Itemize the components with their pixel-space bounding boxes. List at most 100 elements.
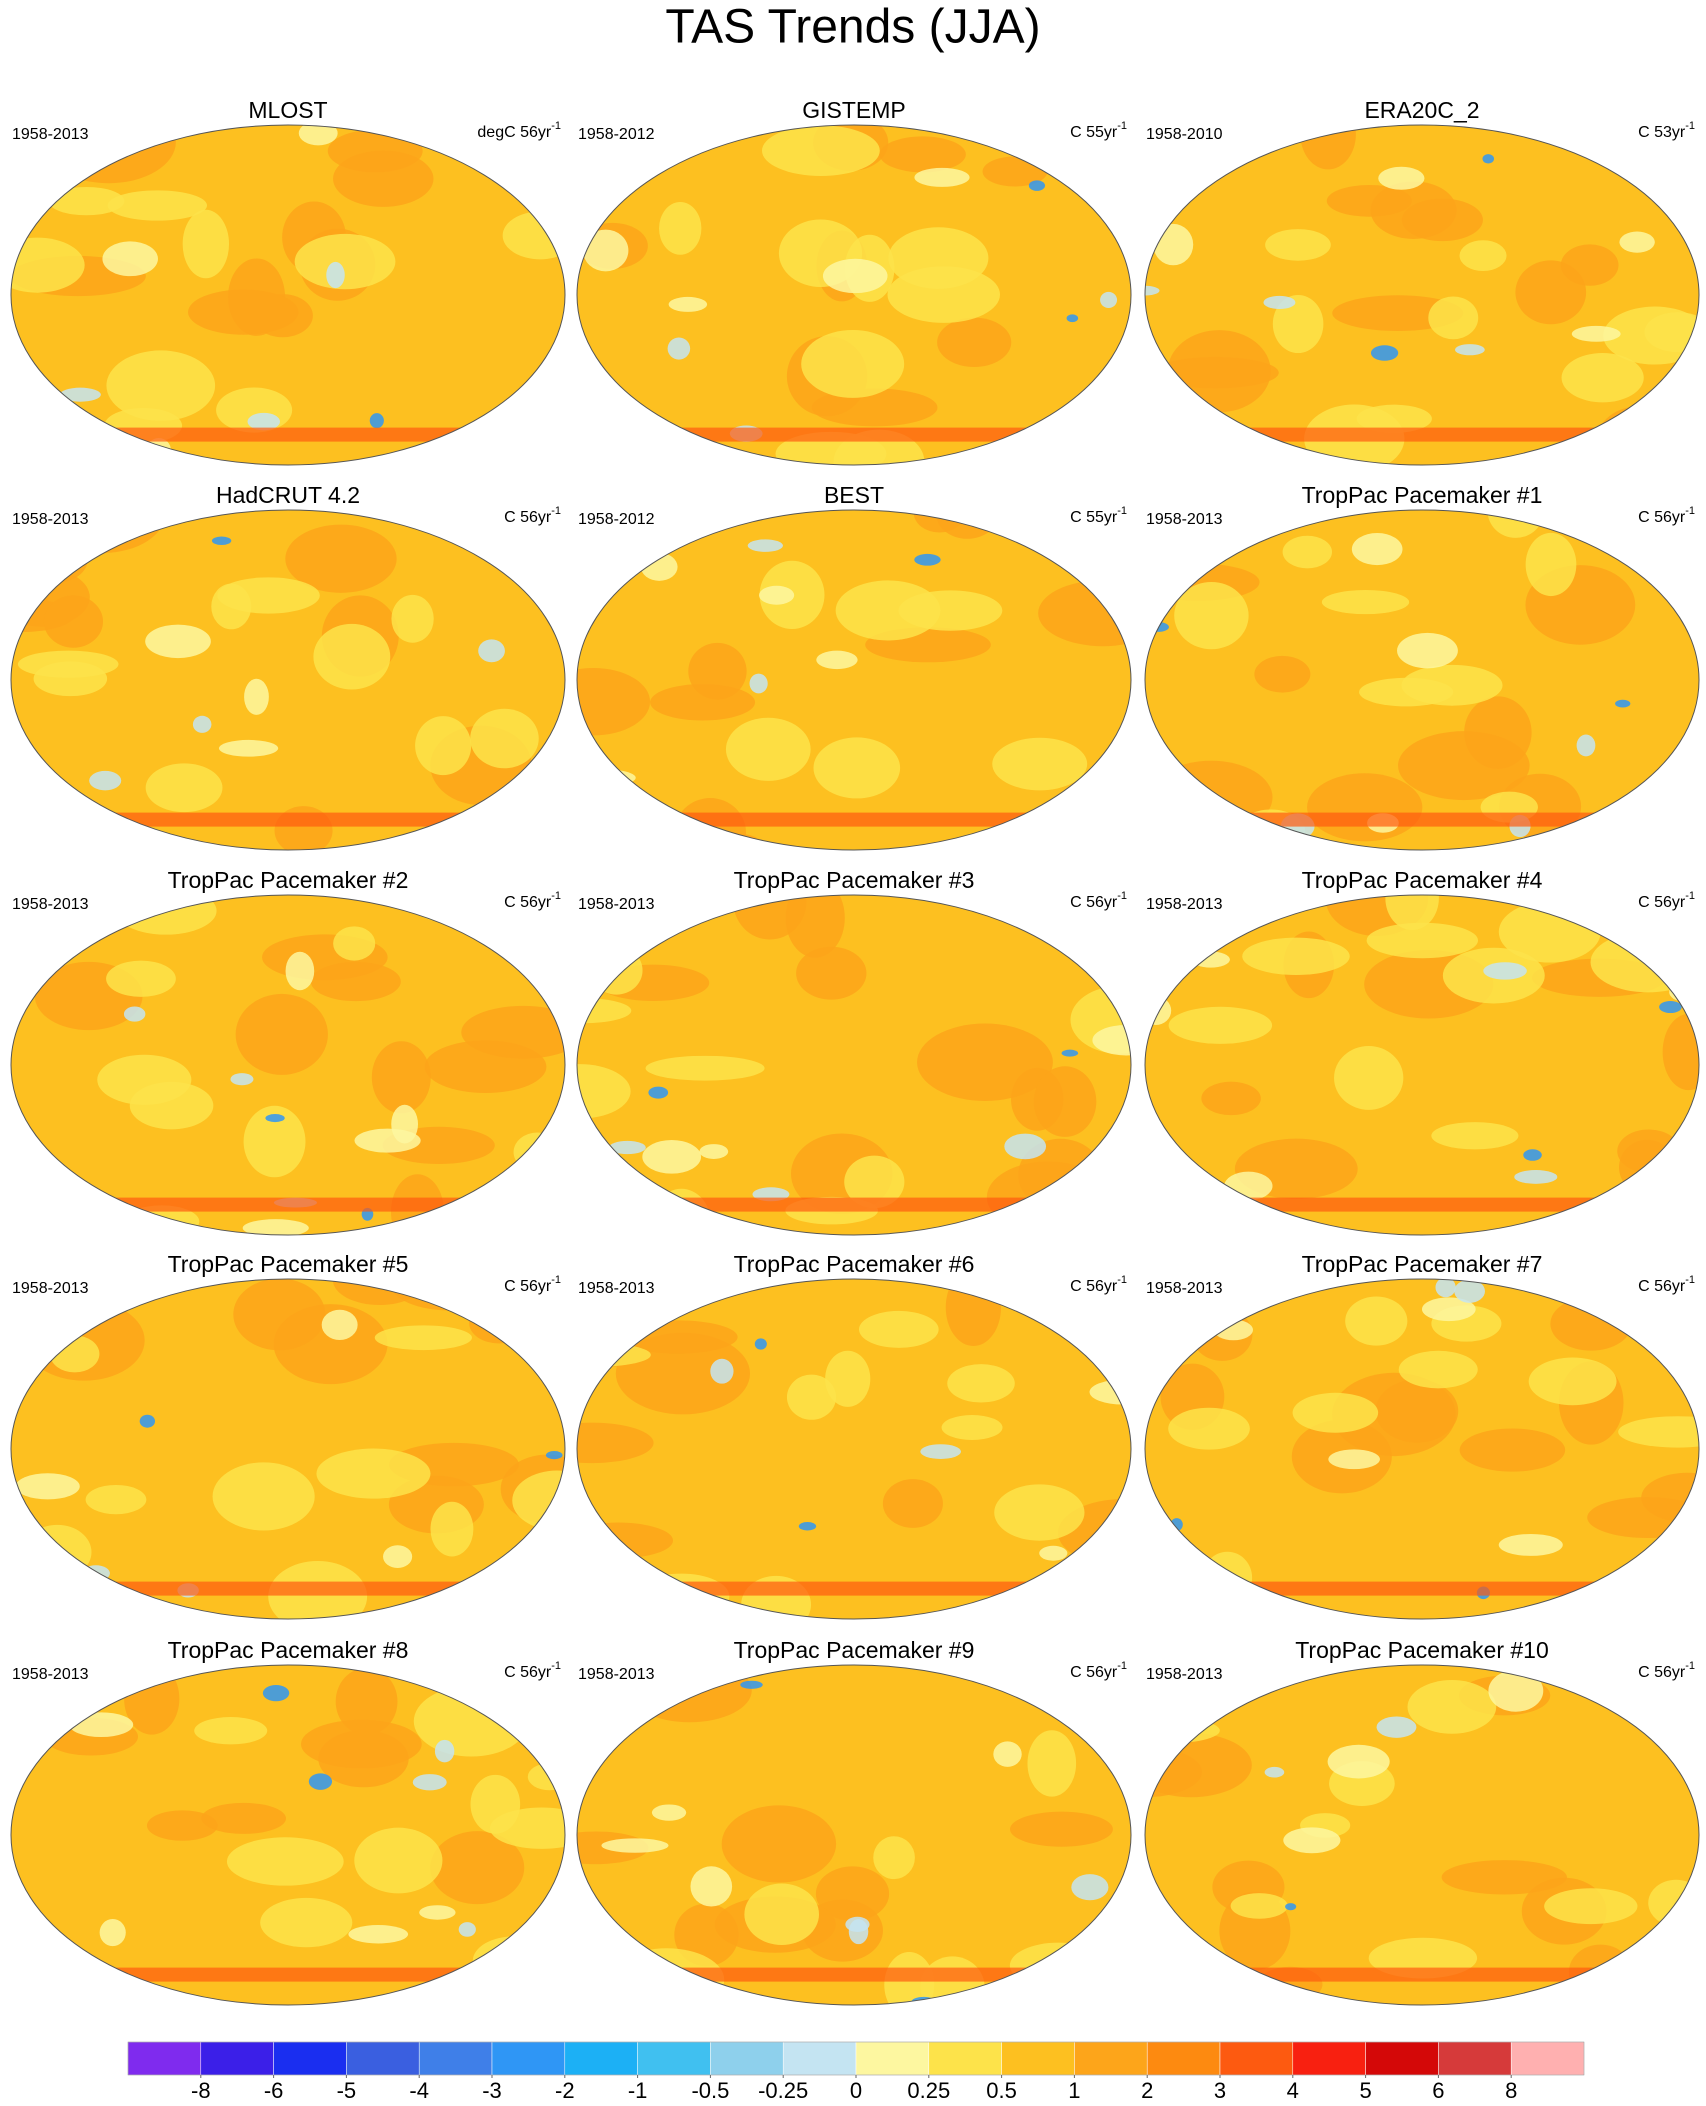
colorbar-box (564, 2041, 638, 2076)
map-panel (11, 1665, 565, 2005)
map-patch (1088, 1532, 1131, 1608)
units-exponent: -1 (1685, 890, 1695, 902)
map-patch (371, 1041, 431, 1114)
map-patch (1071, 1874, 1109, 1901)
panel-period: 1958-2013 (1146, 1280, 1223, 1297)
colorbar-box (491, 2041, 566, 2076)
map-patch (11, 838, 24, 848)
panel-units: C 56yr-1 (1070, 1274, 1127, 1295)
map-patch (577, 667, 651, 736)
southern-band (11, 1581, 565, 1596)
map-patch (333, 150, 434, 207)
map-panel (11, 1279, 565, 1619)
map-patch (1590, 931, 1699, 993)
map-patch (992, 737, 1088, 791)
map-patch (1009, 1811, 1113, 1847)
map-patch (577, 1342, 651, 1367)
southern-band (1145, 1967, 1699, 1982)
map-patch (527, 1763, 565, 1791)
map-panel (577, 1279, 1131, 1619)
map-patch (941, 1415, 1003, 1440)
map-patch (300, 1719, 422, 1769)
map-patch (882, 1479, 943, 1528)
map-patch (430, 1831, 525, 1905)
colorbar-box (928, 2041, 1002, 2076)
panel-period: 1958-2013 (1146, 1666, 1223, 1683)
map-patch (24, 535, 88, 583)
map-patch (873, 1836, 915, 1880)
map-patch (1321, 590, 1410, 615)
colorbar-label: -5 (337, 2078, 357, 2103)
map-patch (986, 1161, 1110, 1233)
panel-units: degC 56yr-1 (477, 120, 561, 141)
map-patch (390, 1174, 445, 1235)
map-patch (146, 438, 171, 463)
map-patch (1145, 996, 1172, 1026)
map-patch (20, 1299, 87, 1333)
map-patch (1528, 1357, 1617, 1406)
map-patch (937, 317, 1012, 368)
map-patch (182, 209, 230, 279)
map-patch (1004, 1133, 1047, 1160)
map-patch (1100, 291, 1118, 308)
map-patch (1168, 1006, 1273, 1044)
map-patch (1397, 632, 1458, 669)
colorbar-label: 6 (1432, 2078, 1444, 2103)
panel-units: C 56yr-1 (504, 1660, 561, 1681)
colorbar-label: -6 (264, 2078, 284, 2103)
map-patch (520, 940, 565, 971)
panel-units: C 56yr-1 (1070, 1660, 1127, 1681)
map-patch (714, 833, 766, 850)
panel-period: 1958-2013 (1146, 896, 1223, 913)
figure-title: TAS Trends (JJA) (665, 1, 1040, 54)
map-patch (1669, 982, 1699, 1002)
map-patch (914, 553, 941, 566)
map-outline (10, 1664, 566, 2006)
map-patch (1089, 1379, 1131, 1405)
map-patch (1326, 185, 1412, 217)
map-patch (1488, 1670, 1544, 1712)
map-patch (383, 1545, 413, 1568)
map-patch (1482, 154, 1495, 164)
map-patch (145, 763, 223, 813)
map-patch (1033, 828, 1052, 841)
map-patch (1351, 533, 1403, 566)
map-patch (354, 1827, 443, 1894)
map-patch (1514, 1170, 1558, 1184)
map-patch (412, 1774, 447, 1791)
map-patch (609, 1948, 725, 2005)
map-patch (1617, 1129, 1681, 1173)
map-patch (888, 227, 989, 289)
map-patch (194, 1717, 268, 1745)
map-patch (606, 555, 626, 575)
map-patch (268, 1560, 368, 1619)
panel-period: 1958-2013 (578, 896, 655, 913)
southern-band (11, 1197, 565, 1212)
map-patch (470, 708, 539, 769)
panel-period: 1958-2012 (578, 511, 655, 528)
map-patch (1201, 1081, 1261, 1116)
map-patch (458, 1922, 476, 1937)
map-patch (590, 946, 643, 995)
map-patch (17, 650, 119, 678)
map-outline (576, 894, 1132, 1236)
map-patch (659, 201, 702, 255)
panel-title: TropPac Pacemaker #9 (734, 1637, 975, 1663)
panel-units: C 56yr-1 (1638, 1660, 1695, 1681)
panel-title: BEST (824, 482, 884, 508)
map-patch (188, 289, 299, 335)
map-patch (1560, 244, 1619, 286)
colorbar-box (273, 2041, 347, 2076)
colorbar-box (855, 2041, 930, 2076)
units-text: C 56yr (1638, 1664, 1686, 1681)
colorbar-box (1074, 2041, 1148, 2076)
colorbar-label: 3 (1214, 2078, 1226, 2103)
map-patch (243, 1105, 306, 1178)
colorbar-box (1001, 2041, 1075, 2076)
map-patch (335, 1667, 398, 1736)
colorbar-label: -0.5 (691, 2078, 729, 2103)
map-background (11, 1279, 565, 1619)
map-patch (947, 1364, 1015, 1403)
colorbar-box (637, 2041, 711, 2076)
